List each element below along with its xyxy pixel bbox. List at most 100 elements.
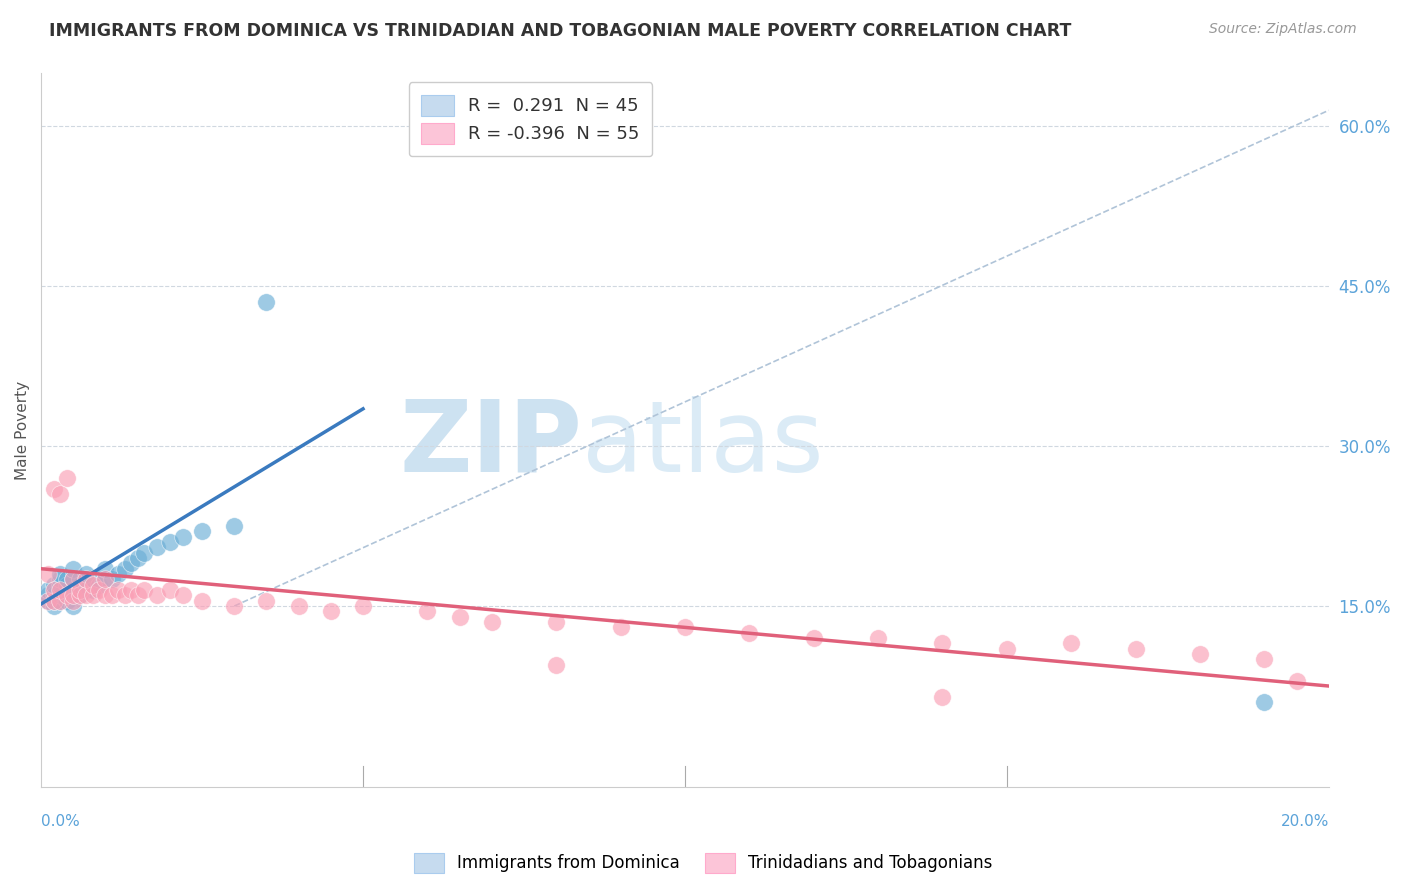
Point bbox=[42, 588, 65, 602]
Point bbox=[49, 573, 72, 587]
Legend: Immigrants from Dominica, Trinidadians and Tobagonians: Immigrants from Dominica, Trinidadians a… bbox=[406, 847, 1000, 880]
Point bbox=[69, 583, 91, 598]
Point bbox=[995, 641, 1018, 656]
Point bbox=[134, 546, 156, 560]
Point bbox=[75, 567, 97, 582]
Point bbox=[56, 593, 79, 607]
Point bbox=[42, 482, 65, 496]
Point bbox=[37, 593, 59, 607]
Point bbox=[287, 599, 309, 613]
Point bbox=[82, 583, 104, 598]
Point bbox=[546, 657, 568, 672]
Point bbox=[49, 593, 72, 607]
Point bbox=[56, 588, 79, 602]
Point bbox=[1253, 695, 1275, 709]
Point bbox=[191, 524, 214, 539]
Point bbox=[546, 615, 568, 629]
Point bbox=[56, 578, 79, 592]
Point bbox=[62, 588, 84, 602]
Point bbox=[82, 578, 104, 592]
Point bbox=[49, 593, 72, 607]
Point bbox=[146, 541, 169, 555]
Point bbox=[82, 588, 104, 602]
Point bbox=[416, 604, 439, 618]
Point bbox=[120, 583, 142, 598]
Point bbox=[256, 593, 278, 607]
Point bbox=[62, 588, 84, 602]
Point bbox=[107, 583, 129, 598]
Point bbox=[87, 578, 110, 592]
Point bbox=[94, 573, 117, 587]
Point bbox=[1060, 636, 1083, 650]
Point bbox=[1188, 647, 1211, 661]
Point bbox=[82, 573, 104, 587]
Point bbox=[1125, 641, 1147, 656]
Point bbox=[107, 567, 129, 582]
Point bbox=[738, 625, 761, 640]
Point bbox=[224, 599, 246, 613]
Point bbox=[127, 588, 149, 602]
Point bbox=[37, 567, 59, 582]
Point bbox=[159, 583, 181, 598]
Point bbox=[94, 573, 117, 587]
Point bbox=[75, 583, 97, 598]
Point bbox=[931, 636, 953, 650]
Point bbox=[159, 535, 181, 549]
Point bbox=[49, 588, 72, 602]
Point bbox=[101, 573, 124, 587]
Point bbox=[56, 471, 79, 485]
Point bbox=[94, 562, 117, 576]
Point bbox=[101, 588, 124, 602]
Point bbox=[37, 593, 59, 607]
Text: Source: ZipAtlas.com: Source: ZipAtlas.com bbox=[1209, 22, 1357, 37]
Point bbox=[69, 573, 91, 587]
Point bbox=[609, 620, 631, 634]
Point bbox=[803, 631, 825, 645]
Point bbox=[224, 519, 246, 533]
Point bbox=[62, 583, 84, 598]
Point bbox=[42, 599, 65, 613]
Point bbox=[673, 620, 696, 634]
Point bbox=[69, 588, 91, 602]
Point bbox=[56, 588, 79, 602]
Point bbox=[62, 593, 84, 607]
Point bbox=[127, 551, 149, 566]
Y-axis label: Male Poverty: Male Poverty bbox=[15, 381, 30, 480]
Text: IMMIGRANTS FROM DOMINICA VS TRINIDADIAN AND TOBAGONIAN MALE POVERTY CORRELATION : IMMIGRANTS FROM DOMINICA VS TRINIDADIAN … bbox=[49, 22, 1071, 40]
Point bbox=[134, 583, 156, 598]
Point bbox=[56, 573, 79, 587]
Point bbox=[37, 583, 59, 598]
Point bbox=[42, 593, 65, 607]
Point bbox=[191, 593, 214, 607]
Point bbox=[1285, 673, 1308, 688]
Point bbox=[62, 562, 84, 576]
Point bbox=[146, 588, 169, 602]
Point bbox=[75, 573, 97, 587]
Text: atlas: atlas bbox=[582, 396, 824, 493]
Point bbox=[69, 578, 91, 592]
Point bbox=[256, 295, 278, 310]
Point bbox=[37, 588, 59, 602]
Point bbox=[931, 690, 953, 704]
Point bbox=[62, 573, 84, 587]
Point bbox=[172, 530, 194, 544]
Point bbox=[62, 573, 84, 587]
Point bbox=[75, 588, 97, 602]
Text: ZIP: ZIP bbox=[399, 396, 582, 493]
Point bbox=[94, 588, 117, 602]
Point bbox=[49, 567, 72, 582]
Point bbox=[62, 599, 84, 613]
Point bbox=[49, 578, 72, 592]
Point bbox=[352, 599, 374, 613]
Point bbox=[319, 604, 342, 618]
Point bbox=[449, 609, 471, 624]
Point bbox=[87, 583, 110, 598]
Point bbox=[75, 573, 97, 587]
Legend: R =  0.291  N = 45, R = -0.396  N = 55: R = 0.291 N = 45, R = -0.396 N = 55 bbox=[409, 82, 652, 156]
Point bbox=[481, 615, 503, 629]
Point bbox=[114, 588, 136, 602]
Text: 0.0%: 0.0% bbox=[41, 814, 80, 829]
Point bbox=[49, 583, 72, 598]
Point bbox=[114, 562, 136, 576]
Point bbox=[42, 578, 65, 592]
